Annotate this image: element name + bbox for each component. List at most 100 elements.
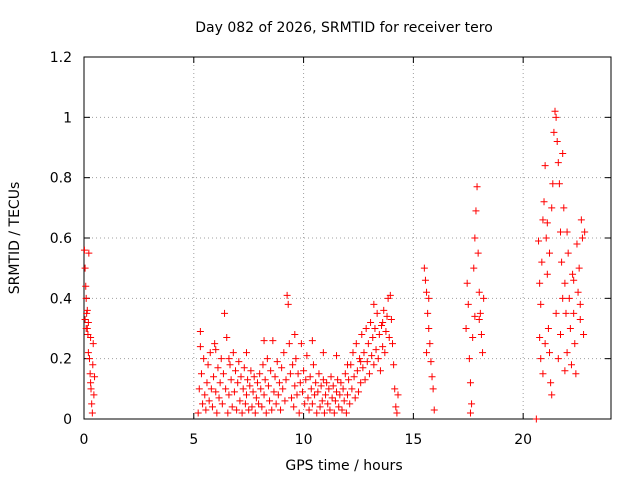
data-point	[477, 331, 485, 339]
data-point	[344, 391, 351, 399]
data-point	[223, 334, 231, 342]
data-point	[425, 294, 433, 302]
data-point	[87, 334, 95, 342]
data-point	[363, 358, 371, 366]
data-point	[319, 376, 327, 384]
data-point	[247, 367, 255, 375]
data-point	[327, 373, 335, 381]
data-point	[225, 355, 233, 363]
data-point	[543, 219, 551, 227]
data-point	[85, 249, 93, 257]
data-point	[334, 376, 342, 384]
data-point	[83, 306, 91, 314]
data-point	[548, 391, 556, 399]
data-point	[420, 264, 428, 272]
data-point	[385, 334, 393, 342]
data-point	[560, 204, 568, 212]
data-point	[326, 406, 334, 414]
data-point	[337, 379, 345, 387]
data-point	[245, 406, 253, 414]
data-point	[295, 409, 303, 417]
data-point	[357, 379, 365, 387]
data-point	[356, 355, 364, 363]
data-point	[309, 361, 317, 369]
data-point	[225, 391, 233, 399]
data-point	[284, 300, 292, 308]
data-point	[280, 349, 288, 357]
data-point	[565, 294, 573, 302]
data-point	[200, 355, 208, 363]
data-point	[391, 385, 399, 393]
data-point	[348, 385, 356, 393]
data-point	[352, 340, 360, 348]
data-point	[250, 373, 258, 381]
data-point	[82, 294, 90, 302]
data-point	[544, 325, 552, 332]
data-point	[88, 400, 96, 408]
data-point	[421, 276, 429, 284]
data-point	[549, 180, 557, 188]
data-point	[260, 391, 268, 399]
data-point	[291, 382, 299, 390]
data-point	[380, 306, 388, 314]
y-tick-label: 0.8	[50, 171, 72, 187]
y-tick-label: 0.4	[50, 291, 72, 307]
data-point	[575, 264, 583, 272]
data-point	[214, 364, 222, 372]
data-point	[576, 315, 584, 323]
data-point	[206, 349, 214, 357]
grid	[84, 57, 611, 419]
data-point	[552, 309, 560, 317]
data-point	[382, 328, 390, 336]
data-point	[558, 258, 566, 266]
data-point	[576, 300, 584, 308]
data-point	[465, 355, 473, 363]
data-point	[239, 385, 247, 393]
data-point	[532, 415, 540, 423]
data-point	[81, 264, 89, 272]
data-point	[543, 270, 551, 278]
data-point	[195, 385, 203, 393]
data-point	[428, 373, 436, 381]
data-point	[372, 346, 380, 354]
data-point	[273, 358, 281, 366]
data-point	[244, 376, 252, 384]
data-point	[271, 373, 279, 381]
data-point	[241, 400, 249, 408]
data-point	[542, 234, 550, 242]
data-point	[204, 361, 212, 369]
data-point	[571, 340, 579, 348]
data-point	[212, 388, 220, 396]
data-point	[569, 270, 577, 278]
data-point	[577, 216, 585, 224]
data-point	[199, 400, 207, 408]
data-point	[324, 400, 332, 408]
data-point	[358, 331, 366, 339]
data-point	[229, 349, 237, 357]
data-point	[540, 198, 548, 206]
data-point	[270, 388, 278, 396]
data-point	[258, 403, 266, 411]
data-point	[371, 325, 379, 332]
data-point	[316, 403, 324, 411]
data-point	[559, 294, 567, 302]
y-tick-label: 1.2	[50, 50, 72, 66]
y-tick-label: 0	[63, 412, 72, 428]
data-point	[370, 361, 378, 369]
data-point	[359, 364, 367, 372]
data-point	[423, 288, 431, 296]
data-point	[362, 325, 370, 332]
data-point	[283, 291, 291, 299]
data-point	[320, 409, 328, 417]
data-point	[313, 409, 321, 417]
data-point	[376, 367, 384, 375]
data-point	[293, 391, 301, 399]
data-point	[307, 385, 315, 393]
axis-ticks: 0 0.2 0.4 0.6 0.8 1 1.2 0 5 10 15 20	[50, 50, 611, 448]
data-point	[304, 394, 312, 402]
data-point	[472, 207, 480, 215]
data-point	[222, 385, 230, 393]
data-point	[354, 388, 362, 396]
data-point	[289, 361, 297, 369]
data-point	[306, 373, 314, 381]
